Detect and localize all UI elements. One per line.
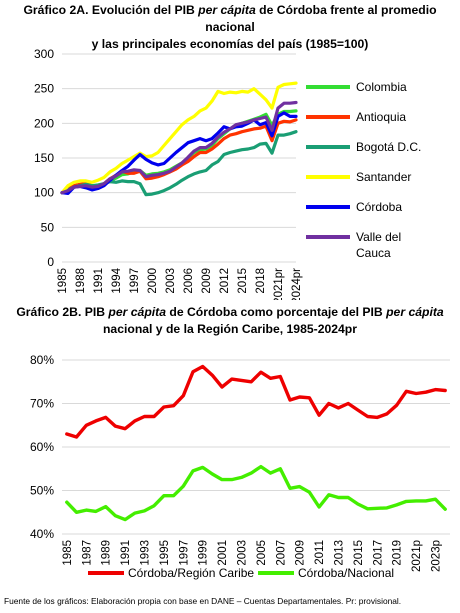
legend-label: Bogotá D.C. <box>356 140 421 154</box>
x-tick-label: 2019 <box>392 540 404 566</box>
y-tick-label: 150 <box>34 151 54 165</box>
y-tick-label: 60% <box>30 440 54 454</box>
x-tick-label: 2007 <box>275 540 287 566</box>
chart-1: 0 50 100 150 200 250 300 1985 1988 1991 1994 1997 20… <box>34 47 421 300</box>
x-tick-label: 2012 <box>219 268 231 294</box>
series-line-1 <box>65 464 447 522</box>
y-tick-label: 300 <box>34 47 54 61</box>
y-tick-label: 50% <box>30 484 54 498</box>
series-line-5 <box>60 100 298 195</box>
x-tick-label: 2023p <box>430 540 442 572</box>
x-tick-label: 2006 <box>183 268 195 294</box>
y-tick-label: 250 <box>34 82 54 96</box>
legend-label: Córdoba <box>356 200 402 214</box>
x-tick-label: 2005 <box>256 540 268 566</box>
x-tick-label: 1991 <box>120 540 132 566</box>
series-line-0 <box>65 364 447 439</box>
legend-label: Colombia <box>356 80 407 94</box>
x-tick-label: 2015 <box>353 540 365 566</box>
x-tick-label: 2013 <box>333 540 345 566</box>
y-tick-label: 0 <box>47 255 54 269</box>
x-tick-label: 2003 <box>236 540 248 566</box>
x-tick-label: 2001 <box>217 540 229 566</box>
x-tick-label: 1999 <box>198 540 210 566</box>
y-tick-label: 50 <box>41 220 55 234</box>
x-tick-label: 2018 <box>255 268 267 294</box>
legend-label: Valle del <box>356 230 401 244</box>
y-tick-label: 200 <box>34 116 54 130</box>
legend-label: Santander <box>356 170 411 184</box>
x-tick-label: 1991 <box>93 268 105 294</box>
x-tick-label: 2011 <box>314 540 326 565</box>
legend-label: Cauca <box>356 246 391 260</box>
x-tick-label: 1993 <box>139 540 151 566</box>
y-tick-label: 70% <box>30 397 54 411</box>
x-tick-label: 1985 <box>62 540 74 566</box>
x-tick-label: 2021pr <box>273 268 285 300</box>
x-tick-label: 1987 <box>81 540 93 566</box>
x-tick-label: 2003 <box>165 268 177 294</box>
x-tick-label: 2009 <box>201 268 213 294</box>
legend-label: Córdoba/Región Caribe <box>128 566 254 580</box>
y-tick-label: 40% <box>30 527 54 541</box>
legend-label: Antioquia <box>356 110 406 124</box>
chart-2-title: Gráfico 2B. PIB per cápita de Córdoba co… <box>16 305 444 336</box>
y-tick-label: 100 <box>34 186 54 200</box>
x-tick-label: 2024pr <box>291 268 303 300</box>
x-tick-label: 2021p <box>411 540 423 572</box>
x-tick-label: 1997 <box>129 268 141 294</box>
x-tick-label: 1989 <box>101 540 113 566</box>
chart-1-title: Gráfico 2A. Evolución del PIB per cápita… <box>23 3 437 51</box>
y-tick-label: 80% <box>30 353 54 367</box>
series-line-3 <box>60 81 298 195</box>
source-footnote: Fuente de los gráficos: Elaboración prop… <box>4 596 402 606</box>
x-tick-label: 1995 <box>159 540 171 566</box>
x-tick-label: 1988 <box>75 268 87 294</box>
x-tick-label: 1997 <box>178 540 190 566</box>
x-tick-label: 2017 <box>372 540 384 566</box>
legend-label: Córdoba/Nacional <box>298 566 394 580</box>
chart-2: 40% 50% 60% 70% 80% 1985 1987 1989 1991 1993 1995 1… <box>30 353 450 580</box>
x-tick-label: 2000 <box>147 268 159 294</box>
series-line-4 <box>60 111 298 195</box>
x-tick-label: 1985 <box>57 268 69 294</box>
x-tick-label: 2009 <box>295 540 307 566</box>
x-tick-label: 1994 <box>111 267 123 293</box>
x-tick-label: 2015 <box>237 268 249 294</box>
